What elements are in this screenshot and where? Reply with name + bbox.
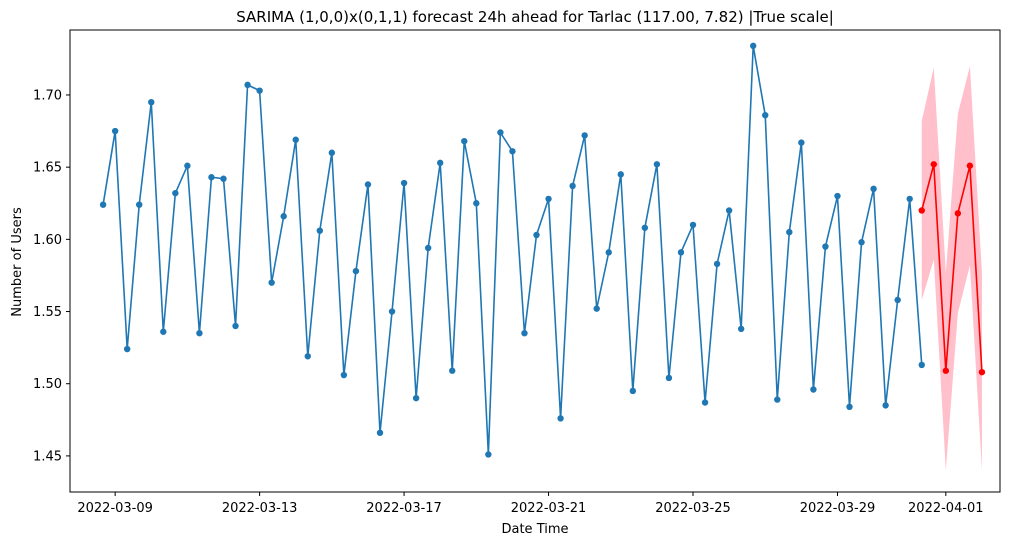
observed-point [304, 353, 311, 360]
x-tick-label: 2022-03-21 [511, 501, 587, 516]
chart-title: SARIMA (1,0,0)x(0,1,1) forecast 24h ahea… [236, 8, 834, 26]
y-tick-label: 1.70 [33, 88, 62, 103]
observed-point [316, 227, 324, 234]
forecast-point [918, 207, 925, 214]
observed-point [461, 137, 468, 145]
forecast-point [978, 368, 986, 376]
observed-point [533, 231, 540, 239]
observed-point [160, 328, 167, 335]
observed-point [497, 129, 504, 136]
observed-point [220, 175, 227, 182]
observed-point [376, 429, 384, 437]
forecast-series-line [920, 163, 983, 373]
forecast-point [942, 367, 950, 374]
observed-point [292, 136, 299, 143]
observed-point [424, 244, 432, 252]
observed-point [232, 322, 239, 330]
observed-point [184, 162, 191, 169]
observed-point [485, 451, 492, 458]
y-tick-label: 1.50 [33, 377, 62, 392]
y-axis-label: Number of Users [10, 207, 25, 317]
observed-point [557, 415, 564, 422]
observed-point [340, 371, 348, 379]
confidence-interval-band [921, 66, 982, 471]
x-tick-label: 2022-03-17 [366, 501, 442, 516]
observed-point [412, 394, 420, 402]
forecast-point [954, 210, 962, 217]
observed-point [172, 189, 179, 197]
observed-point [641, 224, 649, 231]
x-tick-label: 2022-04-01 [908, 501, 984, 516]
observed-point [762, 111, 769, 119]
observed-point [352, 267, 360, 275]
observed-point [701, 399, 709, 406]
observed-point [136, 201, 143, 208]
observed-point [725, 207, 733, 214]
observed-point [617, 171, 624, 178]
observed-point [509, 148, 516, 155]
observed-point [268, 279, 275, 286]
y-tick-label: 1.65 [33, 161, 62, 176]
observed-point [328, 149, 336, 156]
observed-point [774, 396, 781, 403]
observed-point [256, 87, 263, 94]
forecast-point [930, 161, 937, 168]
observed-point [280, 213, 287, 220]
observed-point [581, 132, 588, 139]
observed-point [196, 329, 203, 337]
plot-frame [69, 29, 1001, 493]
observed-point [798, 139, 805, 146]
y-tick-label: 1.45 [33, 449, 62, 464]
observed-point [882, 402, 889, 409]
observed-point [148, 98, 155, 106]
observed-point [605, 249, 612, 256]
observed-point [918, 361, 925, 369]
observed-point [713, 260, 721, 268]
observed-point [629, 387, 637, 395]
observed-point [894, 296, 901, 304]
axis-ticks: 1.45 1.50 1.55 1.60 1.65 1.70 2022-03-09 2022-0… [33, 88, 984, 516]
observed-point [677, 249, 685, 256]
observed-point [545, 195, 552, 203]
y-tick-label: 1.60 [33, 233, 62, 248]
observed-point [906, 195, 913, 203]
observed-point [436, 159, 444, 167]
observed-point [111, 127, 119, 135]
observed-point [750, 42, 757, 50]
x-axis-label: Date Time [501, 522, 568, 537]
observed-point [388, 308, 396, 315]
observed-point [400, 179, 408, 187]
observed-point [521, 329, 528, 337]
observed-point [653, 161, 661, 168]
observed-point [846, 403, 853, 411]
observed-point [870, 185, 877, 193]
observed-point [834, 192, 841, 200]
x-tick-label: 2022-03-09 [77, 501, 153, 516]
observed-point [786, 228, 793, 236]
observed-point [593, 305, 600, 312]
observed-series-line [102, 45, 923, 456]
observed-point [665, 374, 673, 382]
x-tick-label: 2022-03-13 [222, 501, 298, 516]
observed-point [689, 221, 697, 229]
observed-point [858, 239, 865, 246]
observed-point [99, 201, 107, 208]
observed-point [473, 200, 480, 207]
observed-point [737, 325, 745, 333]
observed-point [569, 182, 576, 190]
observed-point [364, 181, 372, 188]
x-tick-label: 2022-03-29 [800, 501, 876, 516]
plot-area [99, 42, 986, 471]
observed-point [449, 367, 456, 374]
observed-point [208, 174, 215, 181]
observed-point [244, 81, 251, 89]
observed-point [822, 243, 829, 250]
y-tick-label: 1.55 [33, 305, 62, 320]
forecast-point [966, 162, 974, 169]
observed-point [123, 345, 131, 353]
x-tick-label: 2022-03-25 [655, 501, 731, 516]
observed-point [810, 386, 817, 393]
